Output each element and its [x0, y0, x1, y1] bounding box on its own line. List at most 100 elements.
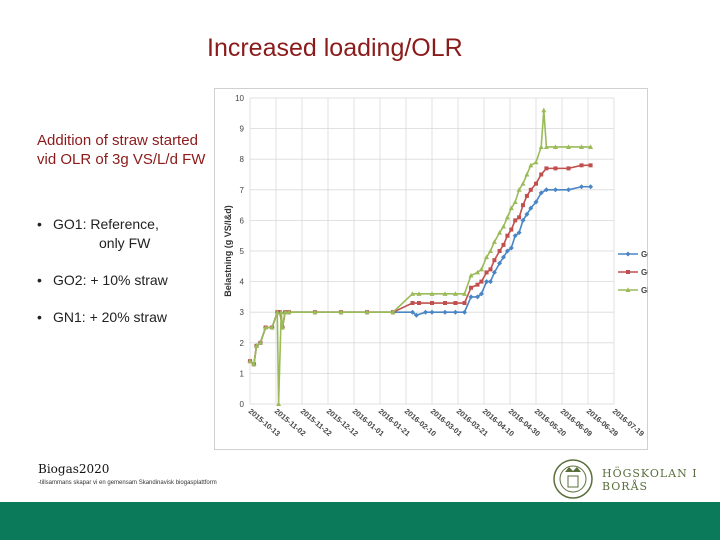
university-crest-icon	[553, 459, 593, 499]
y-tick-label: 8	[240, 155, 245, 164]
data-point-GO2	[492, 258, 497, 263]
y-tick-label: 1	[240, 369, 245, 378]
y-tick-label: 9	[240, 125, 245, 134]
data-point-GN1	[263, 324, 269, 330]
data-point-GO2	[553, 166, 558, 171]
bullet-text: GO1: Reference,	[53, 216, 159, 232]
data-point-GO1	[566, 187, 571, 193]
y-tick-label: 4	[240, 278, 245, 287]
data-point-GN1	[429, 291, 435, 296]
footer-brand: Biogas2020	[38, 462, 110, 476]
data-point-GO1	[423, 309, 428, 315]
data-point-GO2	[443, 301, 447, 306]
legend-marker-GN1	[625, 287, 631, 292]
data-point-GO1	[491, 269, 497, 275]
data-point-GN1	[566, 144, 571, 149]
data-point-GN1	[478, 266, 484, 272]
bullet-dot: •	[37, 309, 42, 325]
data-point-GN1	[579, 144, 584, 149]
data-point-GO1	[501, 254, 506, 260]
data-point-GN1	[410, 291, 415, 296]
data-point-GN1	[541, 107, 547, 113]
data-point-GN1	[553, 144, 558, 149]
data-point-GO2	[484, 270, 489, 275]
data-point-GO2	[475, 282, 480, 287]
data-point-GO1	[504, 248, 510, 254]
footer-tagline: -tillsammans skapar vi en gemensam Skand…	[38, 480, 217, 486]
data-point-GN1	[364, 309, 370, 315]
y-tick-label: 6	[240, 216, 245, 225]
data-point-GN1	[475, 269, 480, 275]
data-point-GO1	[475, 294, 480, 300]
y-axis-label: Belastning (g VS/l&d)	[223, 205, 233, 297]
data-point-GO1	[516, 230, 522, 236]
data-point-GO2	[469, 285, 473, 290]
legend-marker-GO2	[626, 270, 630, 274]
data-point-GN1	[528, 162, 534, 168]
legend-label-GO1: GO1	[641, 250, 648, 259]
data-point-GN1	[257, 340, 263, 345]
data-point-GN1	[286, 309, 292, 315]
data-point-GO2	[479, 279, 484, 284]
data-point-GN1	[488, 248, 493, 253]
data-point-GN1	[468, 272, 474, 278]
data-point-GN1	[543, 144, 549, 149]
bullet-item: • GO2: + 10% straw	[37, 271, 227, 290]
data-point-GN1	[312, 309, 318, 315]
data-point-GN1	[484, 254, 490, 260]
data-point-GN1	[501, 223, 506, 229]
data-point-GO1	[468, 294, 474, 300]
y-tick-label: 3	[240, 308, 245, 317]
loading-chart: 0 1 2 3 4 5 6 7 8 9 10 2015-10-13 2015-11-02 2015-11…	[214, 88, 658, 450]
data-point-GO1	[508, 245, 514, 251]
bullet-item: • GO1: Reference, only FW	[37, 215, 227, 253]
data-point-GO2	[505, 233, 510, 238]
data-point-GO1	[488, 279, 493, 285]
data-point-GO1	[543, 187, 549, 193]
data-point-GO2	[417, 301, 421, 306]
data-point-GN1	[520, 181, 526, 186]
data-point-GO1	[528, 205, 534, 211]
data-point-GN1	[274, 309, 280, 315]
bullet-subtext: only FW	[99, 235, 151, 251]
data-point-GN1	[269, 324, 275, 330]
data-point-GO1	[538, 190, 544, 196]
data-point-GO1	[520, 217, 526, 223]
data-point-GO1	[429, 309, 435, 315]
data-point-GN1	[508, 205, 514, 211]
data-point-GN1	[278, 309, 284, 315]
data-point-GN1	[254, 343, 259, 348]
bullet-item: • GN1: + 20% straw	[37, 308, 227, 327]
data-point-GN1	[276, 401, 282, 406]
data-point-GO1	[512, 233, 518, 239]
data-point-GO1	[553, 187, 558, 193]
data-point-GO1	[484, 279, 490, 285]
data-point-GO1	[579, 184, 584, 190]
data-point-GO1	[497, 260, 503, 266]
data-point-GO2	[566, 166, 571, 171]
bullet-dot: •	[37, 216, 42, 232]
intro-text: Addition of straw started vid OLR of 3g …	[37, 132, 206, 168]
data-point-GN1	[280, 324, 285, 330]
bullet-text: GN1: + 20% straw	[53, 309, 167, 325]
chart-frame	[214, 88, 648, 450]
data-point-GO2	[501, 242, 506, 247]
data-point-GO1	[478, 291, 484, 297]
data-point-GN1	[533, 159, 539, 165]
data-point-GO2	[462, 301, 467, 306]
data-point-GO2	[517, 215, 522, 220]
data-point-GN1	[416, 291, 422, 296]
data-point-GN1	[524, 171, 530, 177]
data-point-GO1	[533, 199, 539, 205]
data-point-GO2	[453, 301, 458, 306]
data-point-GO2	[521, 203, 525, 208]
data-point-GN1	[282, 309, 288, 315]
bottom-color-bar	[0, 502, 720, 540]
data-point-GO2	[509, 227, 514, 232]
y-tick-label: 0	[240, 400, 245, 409]
legend-label-GN1: GN1	[641, 286, 648, 295]
data-point-GO2	[410, 301, 415, 306]
data-point-GN1	[338, 309, 344, 315]
data-point-GN1	[504, 214, 510, 220]
data-point-GO2	[539, 172, 544, 177]
